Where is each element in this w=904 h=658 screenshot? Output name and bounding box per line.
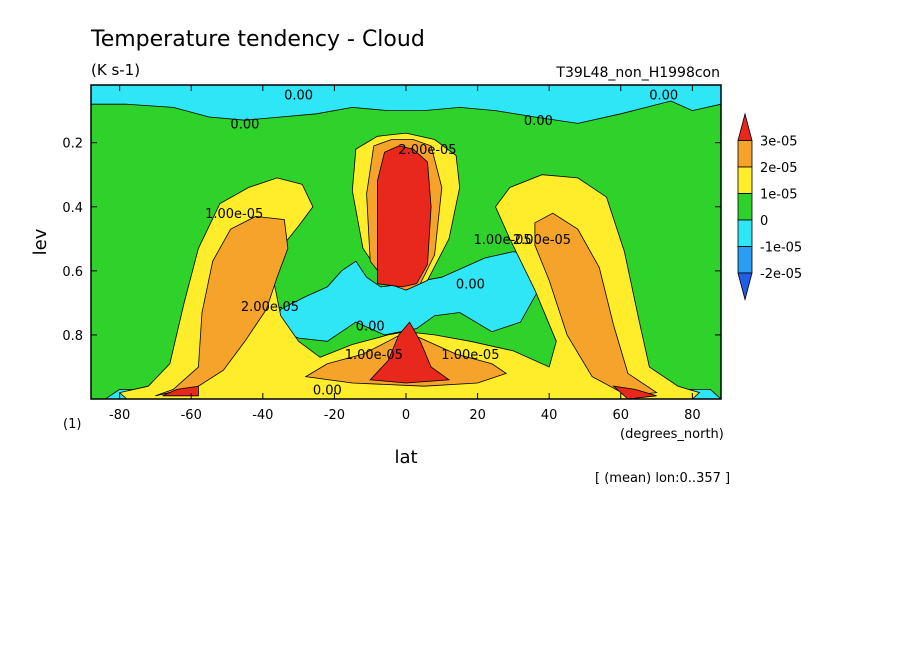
contour-label: 0.00: [230, 117, 259, 132]
x-tick-label: 0: [402, 408, 410, 423]
chart-title: Temperature tendency - Cloud: [90, 27, 425, 52]
contour-label: 0.00: [356, 319, 385, 334]
y-axis: 0.2 0.4 0.6 0.8: [62, 137, 721, 344]
contour-label: 2.00e-05: [241, 300, 299, 315]
x-tick-label: 20: [469, 408, 486, 423]
colorbar-swatch: [737, 246, 753, 274]
contour-region: [376, 145, 432, 288]
y-tick-label: 0.8: [62, 329, 83, 344]
colorbar-label: 0: [760, 214, 768, 229]
filled-regions: [91, 85, 721, 399]
colorbar-swatch: [737, 166, 753, 194]
contour-region: [369, 321, 451, 384]
contour-label: 1.00e-05: [205, 207, 263, 222]
colorbar-label: 3e-05: [760, 135, 798, 150]
x-axis-label: lat: [394, 447, 417, 468]
contour-label: 2.00e-05: [398, 143, 456, 158]
contour-label: 2.00e-05: [513, 233, 571, 248]
y-tick-label: 0.2: [62, 137, 83, 152]
y-tick-label: 0.6: [62, 265, 83, 280]
colorbar-swatch: [737, 140, 753, 168]
run-label: T39L48_non_H1998con: [555, 65, 720, 81]
chart-units: (K s-1): [91, 61, 140, 79]
x-tick-label: -60: [181, 408, 202, 423]
x-axis: -80 -60 -40 -20 0 20 40 60 80: [109, 85, 701, 423]
contour-labels: 0.00 0.000.00 0.001.00e-052.00e-052.00e-05…: [205, 89, 678, 399]
y-units-label: (1): [63, 417, 81, 432]
contour-label: 0.00: [456, 278, 485, 293]
x-units-label: (degrees_north): [620, 427, 724, 442]
contour-region: [91, 85, 721, 124]
x-tick-label: 40: [541, 408, 558, 423]
colorbar-label: 1e-05: [760, 188, 798, 203]
y-tick-label: 0.4: [62, 201, 83, 216]
colorbar-label: -1e-05: [760, 241, 802, 256]
contour-label: 0.00: [524, 114, 553, 129]
colorbar-label: 2e-05: [760, 161, 798, 176]
contour-region: [534, 212, 658, 397]
contour-region: [162, 385, 199, 397]
colorbar-label: -2e-05: [760, 267, 802, 282]
contour-label: 1.00e-05: [441, 348, 499, 363]
x-tick-label: -40: [252, 408, 273, 423]
colorbar-swatch: [737, 219, 753, 247]
x-tick-label: 80: [684, 408, 701, 423]
colorbar-swatch: [737, 272, 753, 302]
contour-label: 1.00e-05: [345, 348, 403, 363]
colorbar: 3e-05 2e-05 1e-05 0 -1e-05 -2e-05: [737, 112, 802, 302]
y-axis-label: lev: [30, 228, 51, 255]
contour-label: 0.00: [284, 89, 313, 104]
footer-note: [ (mean) lon:0..357 ]: [595, 471, 730, 486]
contour-region: [155, 215, 289, 397]
contour-label: 0.00: [313, 383, 342, 398]
colorbar-swatch: [737, 112, 753, 141]
x-tick-label: -80: [109, 408, 130, 423]
x-tick-label: -20: [324, 408, 345, 423]
contour-label: 1.00e-05: [474, 233, 532, 248]
x-tick-label: 60: [612, 408, 629, 423]
contour-region: [612, 385, 657, 399]
contour-label: 0.00: [649, 89, 678, 104]
colorbar-swatch: [737, 193, 753, 221]
